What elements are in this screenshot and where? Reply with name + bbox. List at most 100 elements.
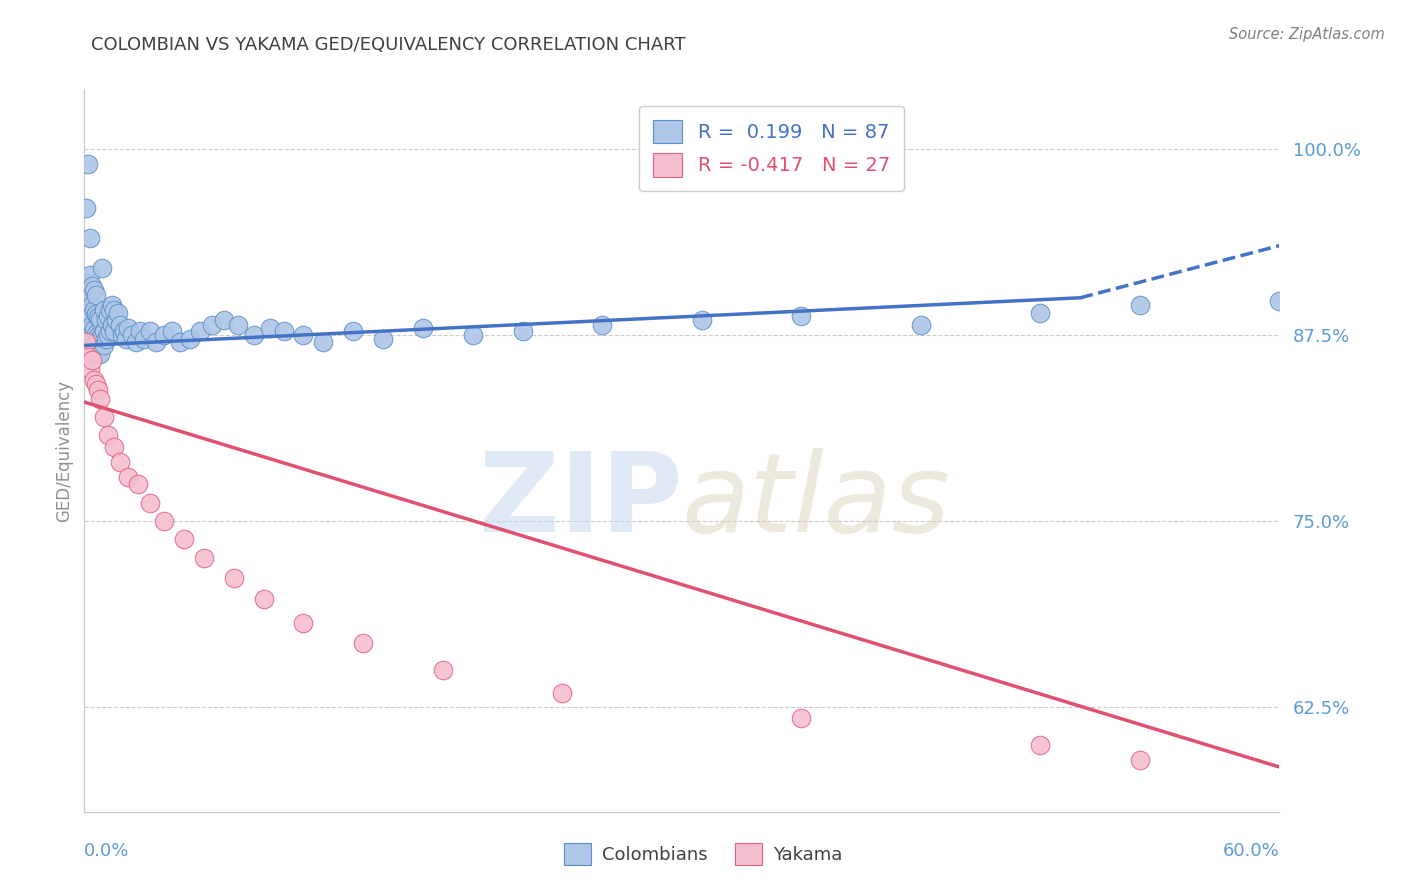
Point bbox=[75, 291, 97, 305]
Point bbox=[139, 496, 162, 510]
Point bbox=[107, 306, 129, 320]
Point bbox=[153, 328, 176, 343]
Point bbox=[1029, 738, 1052, 752]
Point bbox=[82, 278, 104, 293]
Point bbox=[292, 328, 315, 343]
Point bbox=[432, 663, 454, 677]
Point bbox=[173, 532, 195, 546]
Point bbox=[127, 477, 149, 491]
Point bbox=[77, 320, 100, 334]
Point bbox=[98, 324, 121, 338]
Point bbox=[169, 335, 191, 350]
Point bbox=[690, 313, 713, 327]
Point bbox=[201, 318, 224, 332]
Point bbox=[212, 313, 235, 327]
Point bbox=[591, 318, 613, 332]
Point bbox=[193, 551, 215, 566]
Point bbox=[292, 615, 315, 630]
Point bbox=[551, 685, 574, 699]
Legend: Colombians, Yakama: Colombians, Yakama bbox=[557, 836, 849, 872]
Point bbox=[79, 362, 101, 376]
Y-axis label: GED/Equivalency: GED/Equivalency bbox=[55, 379, 73, 522]
Point bbox=[1029, 306, 1052, 320]
Point bbox=[222, 571, 245, 585]
Point bbox=[145, 335, 167, 350]
Point bbox=[77, 157, 100, 171]
Point bbox=[93, 338, 115, 352]
Point bbox=[89, 331, 111, 345]
Point bbox=[86, 326, 108, 341]
Point bbox=[125, 335, 148, 350]
Point bbox=[98, 302, 121, 317]
Point bbox=[312, 335, 335, 350]
Point bbox=[461, 328, 484, 343]
Point bbox=[97, 427, 120, 442]
Point bbox=[1129, 298, 1152, 312]
Point bbox=[77, 351, 100, 365]
Point bbox=[111, 328, 134, 343]
Point bbox=[89, 347, 111, 361]
Point bbox=[82, 298, 104, 312]
Point bbox=[93, 302, 115, 317]
Point bbox=[93, 409, 115, 424]
Point bbox=[75, 202, 97, 216]
Point bbox=[103, 302, 125, 317]
Point bbox=[188, 324, 211, 338]
Point bbox=[373, 333, 395, 347]
Point bbox=[512, 324, 534, 338]
Point bbox=[253, 591, 276, 606]
Text: COLOMBIAN VS YAKAMA GED/EQUIVALENCY CORRELATION CHART: COLOMBIAN VS YAKAMA GED/EQUIVALENCY CORR… bbox=[91, 36, 686, 54]
Point bbox=[129, 324, 152, 338]
Point bbox=[96, 313, 118, 327]
Point bbox=[77, 298, 100, 312]
Point bbox=[110, 455, 132, 469]
Legend: R =  0.199   N = 87, R = -0.417   N = 27: R = 0.199 N = 87, R = -0.417 N = 27 bbox=[640, 106, 904, 191]
Point bbox=[87, 346, 110, 360]
Point bbox=[82, 353, 104, 368]
Point bbox=[86, 307, 108, 321]
Point bbox=[117, 320, 139, 334]
Point bbox=[103, 440, 125, 454]
Point bbox=[87, 329, 110, 343]
Point bbox=[83, 373, 105, 387]
Point bbox=[82, 318, 104, 332]
Point bbox=[87, 383, 110, 397]
Point bbox=[121, 328, 143, 343]
Point bbox=[103, 324, 125, 338]
Point bbox=[112, 324, 135, 338]
Point bbox=[75, 335, 97, 350]
Point bbox=[101, 318, 124, 332]
Point bbox=[83, 283, 105, 297]
Point bbox=[86, 287, 108, 301]
Point bbox=[91, 260, 114, 275]
Point bbox=[412, 320, 434, 334]
Point bbox=[93, 324, 115, 338]
Point bbox=[179, 333, 201, 347]
Point bbox=[97, 309, 120, 323]
Text: Source: ZipAtlas.com: Source: ZipAtlas.com bbox=[1229, 27, 1385, 42]
Point bbox=[1129, 753, 1152, 767]
Point bbox=[83, 338, 105, 352]
Point bbox=[79, 268, 101, 283]
Point bbox=[242, 328, 264, 343]
Point bbox=[153, 514, 176, 528]
Point bbox=[790, 711, 813, 725]
Point bbox=[87, 310, 110, 325]
Point bbox=[160, 324, 183, 338]
Point bbox=[790, 309, 813, 323]
Point bbox=[97, 328, 120, 343]
Point bbox=[82, 335, 104, 350]
Point bbox=[273, 324, 295, 338]
Point bbox=[83, 322, 105, 336]
Point bbox=[115, 333, 138, 347]
Point bbox=[117, 469, 139, 483]
Point bbox=[79, 328, 101, 343]
Point bbox=[1268, 293, 1291, 308]
Point bbox=[79, 231, 101, 245]
Point bbox=[86, 343, 108, 357]
Point bbox=[105, 313, 128, 327]
Point bbox=[79, 287, 101, 301]
Point bbox=[101, 298, 124, 312]
Point bbox=[910, 318, 932, 332]
Point bbox=[259, 320, 281, 334]
